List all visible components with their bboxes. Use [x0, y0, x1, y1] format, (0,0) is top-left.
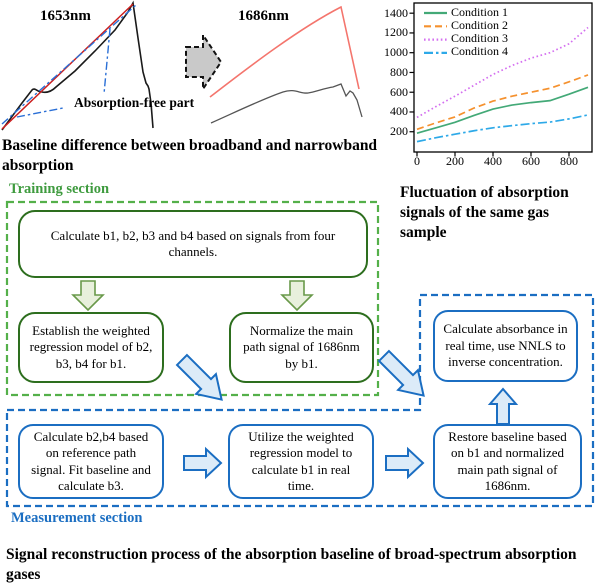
flowbox-regression-model: Establish the weighted regression model …: [18, 312, 164, 383]
absorption-free-label: Absorption-free part: [74, 95, 195, 110]
down-arrow-icon: [71, 280, 105, 312]
series-line-3: [416, 26, 589, 119]
diagonal-arrow-icon: [377, 349, 425, 397]
chart-ticks: [409, 12, 570, 157]
caption-signal-reconstruction: Signal reconstruction process of the abs…: [6, 546, 577, 583]
sketch-1686-signal-curve: [210, 83, 363, 124]
y-tick-label: 600: [390, 84, 408, 99]
measurement-section-label: Measurement section: [11, 510, 143, 526]
wavelength-label-1686: 1686nm: [238, 8, 289, 24]
series-line-2: [416, 74, 589, 131]
transfer-arrow-icon: [185, 31, 223, 93]
wavelength-label-1653: 1653nm: [40, 8, 91, 24]
flowbox-calc-absorbance: Calculate absorbance in real time, use N…: [433, 310, 578, 382]
x-tick-label: 0: [414, 154, 420, 168]
x-tick-label: 400: [484, 154, 502, 168]
legend-label: Condition 3: [451, 31, 509, 46]
caption-baseline-difference: Baseline difference between broadband an…: [2, 137, 378, 174]
flowbox-restore-baseline: Restore baseline based on b1 and normali…: [433, 424, 582, 499]
training-section-label: Training section: [9, 181, 110, 197]
x-tick-label: 800: [560, 154, 578, 168]
sketch-1653-callout-upper: [103, 28, 111, 95]
right-arrow-icon: [183, 446, 223, 480]
measurement-section-border: [5, 293, 595, 508]
series-line-4: [416, 114, 589, 143]
sketch-1653-callout-lower: [16, 107, 64, 118]
diagonal-arrow-icon: [175, 353, 223, 401]
y-tick-label: 800: [390, 64, 408, 79]
y-tick-label: 1000: [384, 45, 408, 60]
right-arrow-icon: [385, 446, 425, 480]
x-tick-label: 600: [522, 154, 540, 168]
legend-label: Condition 2: [451, 17, 509, 32]
flowbox-utilize-model: Utilize the weighted regression model to…: [228, 424, 374, 499]
sketch-1686-baseline-red: [209, 5, 360, 98]
up-arrow-icon: [487, 387, 519, 425]
flowbox-calc-b2b4: Calculate b2,b4 based on reference path …: [18, 424, 164, 499]
chart-plot-box: [413, 2, 593, 153]
sketch-1653-fit-dashdot: [1, 4, 137, 125]
y-tick-label: 200: [390, 124, 408, 139]
legend-label: Condition 1: [451, 4, 509, 19]
legend-label: Condition 4: [451, 44, 509, 59]
down-arrow-icon: [280, 280, 314, 312]
flowbox-normalize: Normalize the main path signal of 1686nm…: [229, 312, 374, 383]
chart-series: [416, 11, 589, 143]
y-tick-label: 1400: [384, 5, 408, 20]
x-tick-label: 200: [446, 154, 464, 168]
training-section-border: [5, 200, 380, 397]
flowbox-calc-b1-b4: Calculate b1, b2, b3 and b4 based on sig…: [18, 210, 368, 278]
caption-fluctuation: Fluctuation of absorption signals of the…: [400, 184, 569, 241]
y-tick-label: 1200: [384, 25, 408, 40]
series-line-1: [416, 86, 589, 135]
sketch-1653-signal-curve: [1, 0, 154, 131]
y-tick-label: 400: [390, 104, 408, 119]
